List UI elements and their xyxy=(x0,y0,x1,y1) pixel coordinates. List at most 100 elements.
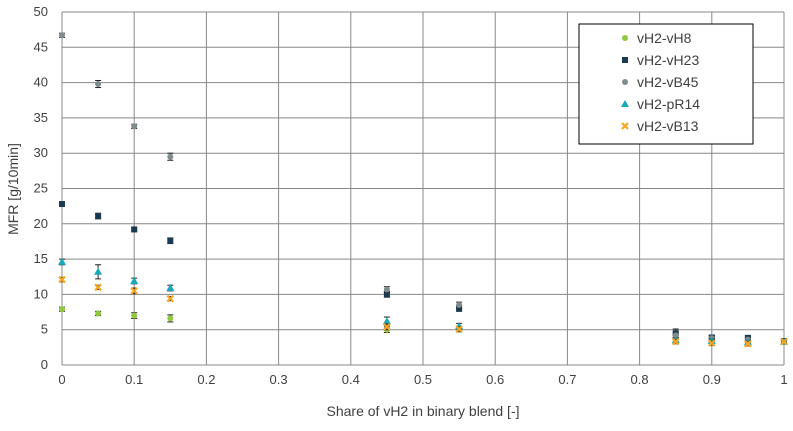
marker xyxy=(95,213,102,220)
data-point xyxy=(383,286,390,293)
data-point xyxy=(167,314,174,323)
legend-label: vH2-vB45 xyxy=(637,74,699,90)
marker xyxy=(59,201,65,208)
y-tick-label: 20 xyxy=(34,216,48,231)
marker xyxy=(94,267,103,275)
marker xyxy=(167,153,174,160)
data-point xyxy=(456,301,463,309)
data-point xyxy=(94,264,103,280)
legend-item: vH2-vB13 xyxy=(621,118,699,134)
data-point xyxy=(167,152,174,161)
x-tick-label: 1 xyxy=(780,372,787,387)
data-point xyxy=(455,325,463,333)
marker xyxy=(455,325,463,333)
legend-marker xyxy=(622,79,628,85)
marker xyxy=(671,337,680,346)
marker xyxy=(59,32,65,39)
marker xyxy=(166,284,175,292)
data-point xyxy=(166,284,175,292)
data-point xyxy=(166,294,175,303)
marker xyxy=(166,294,175,303)
data-point xyxy=(95,310,102,317)
marker xyxy=(130,287,138,295)
marker xyxy=(382,317,391,325)
marker xyxy=(456,301,463,308)
marker xyxy=(59,306,65,313)
x-tick-label: 0.8 xyxy=(631,372,649,387)
x-tick-label: 0.7 xyxy=(558,372,576,387)
marker xyxy=(744,340,752,348)
y-tick-label: 35 xyxy=(34,110,48,125)
marker xyxy=(95,81,102,88)
marker xyxy=(456,305,463,312)
data-point xyxy=(95,79,102,89)
axes: 0 5 10 15 20 25 30 35 40 45 50 0 0.1 0.2 0.3 0.4 0.5 0.6 0… xyxy=(34,4,788,387)
data-point xyxy=(167,237,174,245)
data-point xyxy=(383,323,391,331)
marker xyxy=(131,226,138,233)
y-tick-label: 50 xyxy=(34,4,48,19)
legend-label: vH2-vB13 xyxy=(637,118,699,134)
legend-marker xyxy=(621,122,629,130)
legend-box xyxy=(578,23,754,145)
y-tick-label: 25 xyxy=(34,181,48,196)
x-tick-label: 0.4 xyxy=(342,372,360,387)
marker xyxy=(383,323,391,331)
data-point xyxy=(780,337,788,346)
marker xyxy=(58,275,66,284)
data-point xyxy=(131,226,138,233)
legend-item: vH2-vH23 xyxy=(622,52,699,68)
legend-marker xyxy=(622,57,628,63)
legend-marker xyxy=(622,35,628,41)
x-tick-label: 0.2 xyxy=(197,372,215,387)
marker xyxy=(131,312,138,319)
data-point xyxy=(95,212,102,220)
data-point xyxy=(130,276,139,285)
data-point xyxy=(94,283,102,292)
x-tick-label: 0.3 xyxy=(270,372,288,387)
series-vH2-vB13 xyxy=(58,275,788,348)
legend: vH2-vH8 vH2-vH23 vH2-vB45 vH2-pR14 vH2-vB13 xyxy=(578,23,754,145)
y-tick-label: 10 xyxy=(34,286,48,301)
data-point xyxy=(59,32,65,39)
y-axis-title: MFR [g/10min] xyxy=(5,143,21,235)
data-point xyxy=(58,275,66,284)
y-tick-label: 40 xyxy=(34,75,48,90)
y-tick-label: 5 xyxy=(41,322,48,337)
legend-label: vH2-vH23 xyxy=(637,52,699,68)
marker xyxy=(167,237,174,244)
data-point xyxy=(59,306,65,313)
grid xyxy=(61,11,785,366)
marker xyxy=(708,339,716,347)
x-tick-label: 0.6 xyxy=(486,372,504,387)
x-tick-label: 0.9 xyxy=(703,372,721,387)
data-point xyxy=(130,287,138,295)
x-tick-label: 0.5 xyxy=(414,372,432,387)
legend-item: vH2-pR14 xyxy=(621,96,700,112)
legend-label: vH2-vH8 xyxy=(637,30,692,46)
data-point xyxy=(671,337,680,346)
marker xyxy=(130,276,139,284)
data-point xyxy=(131,123,138,130)
data-point xyxy=(58,257,66,266)
marker xyxy=(383,291,390,298)
marker xyxy=(383,286,390,293)
data-point xyxy=(744,340,752,348)
marker xyxy=(58,257,66,265)
y-tick-label: 0 xyxy=(41,357,48,372)
y-tick-label: 30 xyxy=(34,145,48,160)
marker xyxy=(131,123,138,130)
marker xyxy=(167,315,174,322)
data-points xyxy=(58,32,788,348)
data-point xyxy=(131,312,138,319)
legend-marker xyxy=(621,100,629,107)
marker xyxy=(95,310,102,317)
x-axis-title: Share of vH2 in binary blend [-] xyxy=(327,403,520,419)
data-point xyxy=(59,201,65,208)
marker xyxy=(672,332,679,339)
y-tick-label: 45 xyxy=(34,39,48,54)
x-tick-label: 0.1 xyxy=(125,372,143,387)
marker xyxy=(94,283,102,292)
